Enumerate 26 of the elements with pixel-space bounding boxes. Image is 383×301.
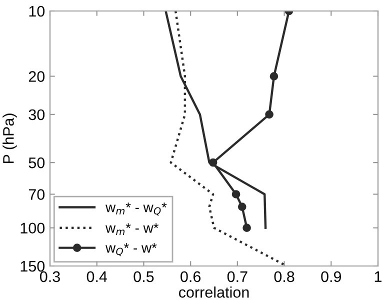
x-tick-label: 0.3 [40,271,60,282]
x-tick-label: 0.8 [274,271,294,282]
y-tick-label: 150 [20,260,45,272]
x-axis-title: correlation [178,286,249,298]
legend-label: w$_{m}$* - w$_{Q}$* [106,202,167,216]
legend-label: w$_{m}$* - w* [106,223,159,236]
x-tick-label: 0.6 [180,271,201,282]
point [265,110,274,119]
y-tick-label: 20 [28,71,45,82]
y-tick-label: 70 [28,189,45,200]
legend-label: w$_{Q}$* - w* [106,243,157,256]
x-tick-label: 0.9 [321,271,342,282]
y-tick-label: 10 [29,6,45,17]
x-tick-label: 1 [374,271,382,282]
point [238,202,246,211]
x-tick-label: 0.7 [227,271,248,282]
point [242,224,251,232]
y-tick-label: 50 [28,157,45,168]
y-tick-label: 100 [20,222,45,234]
y-axis-title: P (hPa) [2,114,17,164]
point [232,190,240,198]
point [270,72,278,80]
y-tick-label: 30 [28,109,45,120]
point [208,158,218,167]
x-tick-label: 0.4 [86,271,108,282]
x-tick-label: 0.5 [134,271,154,282]
